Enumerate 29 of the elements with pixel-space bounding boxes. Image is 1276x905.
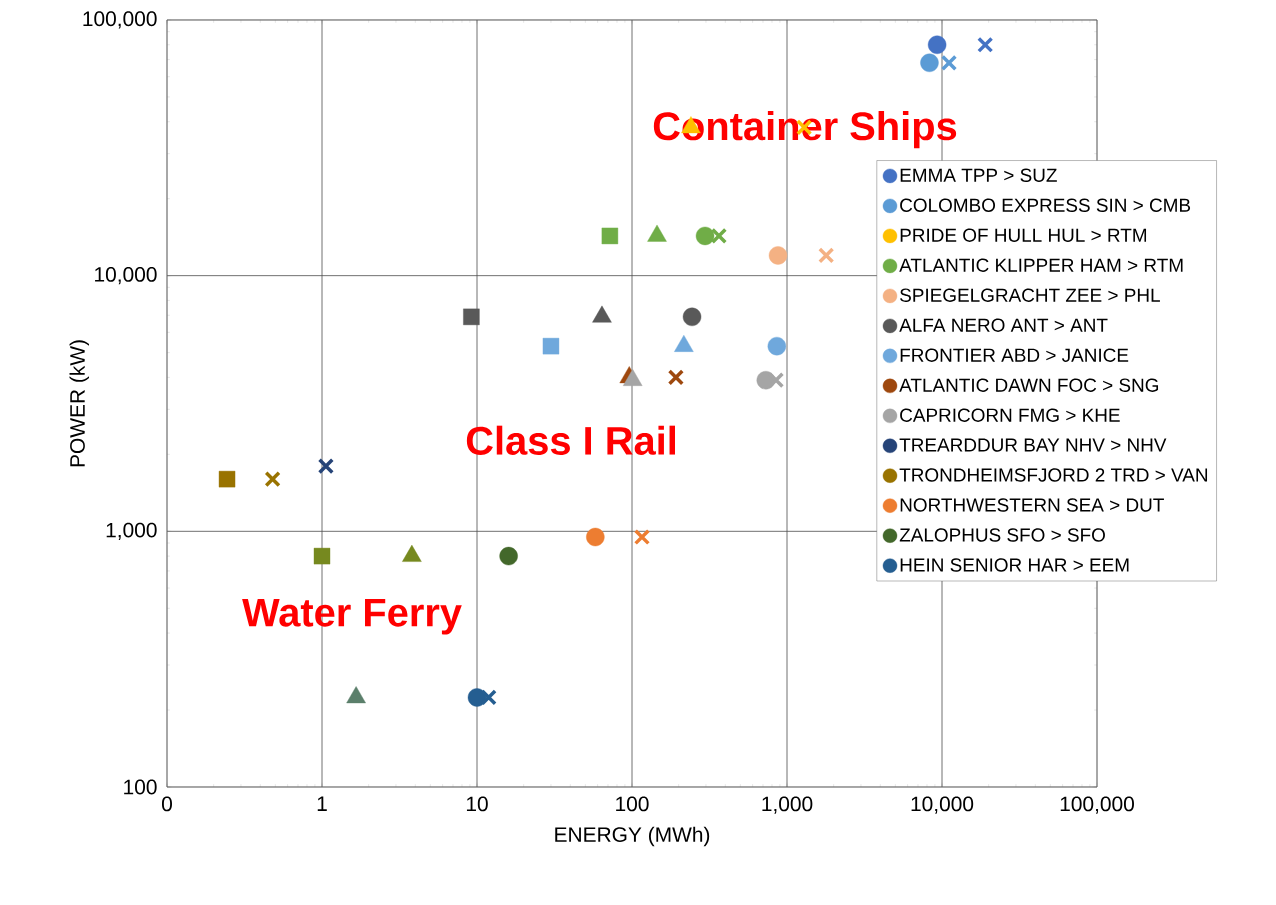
x-tick-label: 10,000 — [911, 796, 974, 814]
legend-label: COLOMBO EXPRESS SIN > CMB — [900, 198, 1191, 212]
y-tick-label: 100 — [124, 779, 157, 795]
legend-label: TREARDDUR BAY NHV > NHV — [899, 438, 1167, 452]
x-tick-label: 0 — [161, 796, 172, 812]
x-tick-label: 1 — [317, 796, 327, 811]
legend-label: ZALOPHUS SFO > SFO — [899, 528, 1105, 542]
legend-label: CAPRICORN FMG > KHE — [900, 408, 1120, 422]
y-tick-label: 1,000 — [106, 522, 157, 540]
legend-label: ATLANTIC DAWN FOC > SNG — [899, 378, 1159, 392]
legend-label: SPIEGELGRACHT ZEE > PHL — [900, 288, 1160, 302]
x-tick-label: 1,000 — [762, 796, 813, 814]
legend-label: TRONDHEIMSFJORD 2 TRD > VAN — [899, 468, 1208, 482]
legend-label: ATLANTIC KLIPPER HAM > RTM — [899, 258, 1183, 272]
y-axis-title: POWER (kW) — [69, 340, 90, 467]
x-tick-label: 100 — [616, 796, 649, 812]
legend-label: PRIDE OF HULL HUL > RTM — [900, 228, 1147, 242]
y-tick-label: 100,000 — [83, 11, 157, 29]
x-axis-title: ENERGY (MWh) — [555, 826, 710, 847]
legend-label: EMMA TPP > SUZ — [900, 168, 1057, 182]
legend-label: NORTHWESTERN SEA > DUT — [900, 498, 1164, 512]
legend-label: ALFA NERO ANT > ANT — [899, 318, 1108, 332]
annotation: Water Ferry — [242, 598, 462, 635]
annotation: Class I Rail — [466, 425, 675, 455]
legend-label: HEIN SENIOR HAR > EEM — [900, 558, 1129, 572]
y-tick-label: 10,000 — [95, 267, 157, 285]
legend-label: FRONTIER ABD > JANICE — [900, 348, 1129, 362]
x-tick-label: 100,000 — [1060, 796, 1134, 814]
x-tick-label: 10 — [466, 796, 488, 812]
